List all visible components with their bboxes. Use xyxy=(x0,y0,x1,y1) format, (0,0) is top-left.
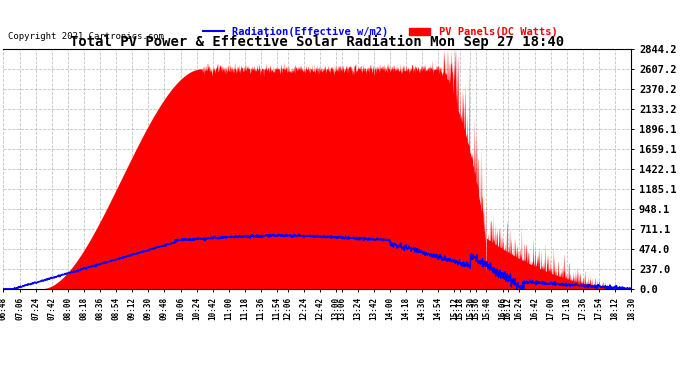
Title: Total PV Power & Effective Solar Radiation Mon Sep 27 18:40: Total PV Power & Effective Solar Radiati… xyxy=(70,34,564,49)
Text: Copyright 2021 Cartronics.com: Copyright 2021 Cartronics.com xyxy=(8,32,164,41)
Legend: Radiation(Effective w/m2), PV Panels(DC Watts): Radiation(Effective w/m2), PV Panels(DC … xyxy=(199,23,562,41)
